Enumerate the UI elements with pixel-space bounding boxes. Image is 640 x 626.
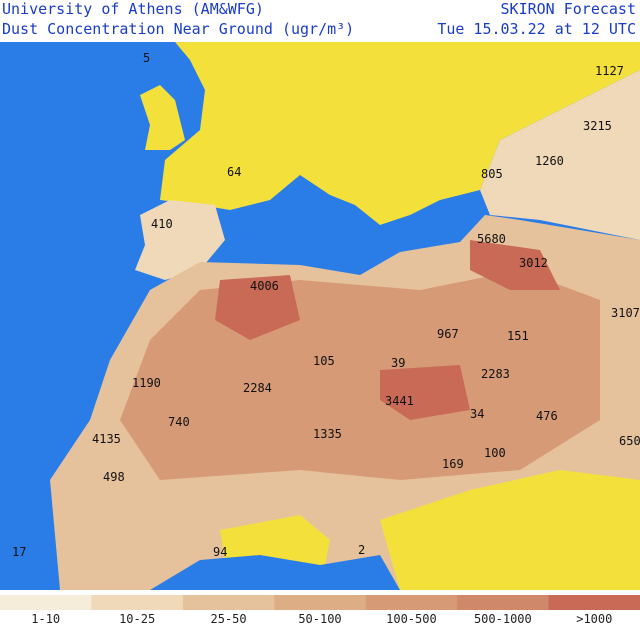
legend-label: >1000 — [576, 612, 612, 626]
value-label: 2284 — [243, 381, 272, 395]
legend: 1-10 10-25 25-50 50-100 100-500 500-1000 >1000 — [0, 595, 640, 626]
legend-swatch — [91, 595, 184, 610]
value-label: 34 — [470, 407, 484, 421]
value-label: 4135 — [92, 432, 121, 446]
value-label: 4006 — [250, 279, 279, 293]
value-label: 39 — [391, 356, 405, 370]
value-label: 967 — [437, 327, 459, 341]
legend-label: 10-25 — [119, 612, 155, 626]
legend-label: 50-100 — [298, 612, 341, 626]
europe-dust — [480, 70, 640, 240]
legend-label: 1-10 — [31, 612, 60, 626]
value-label: 64 — [227, 165, 241, 179]
legend-label: 100-500 — [386, 612, 437, 626]
value-label: 410 — [151, 217, 173, 231]
value-label: 94 — [213, 545, 227, 559]
legend-swatch — [274, 595, 367, 610]
value-label: 3215 — [583, 119, 612, 133]
uk-land — [140, 85, 185, 150]
legend-swatch — [0, 595, 92, 610]
header-subtitle: Dust Concentration Near Ground (ugr/m³) — [2, 20, 354, 38]
value-label: 169 — [442, 457, 464, 471]
value-label: 105 — [313, 354, 335, 368]
value-label: 1335 — [313, 427, 342, 441]
value-label: 476 — [536, 409, 558, 423]
south-land-2 — [380, 470, 640, 590]
dust-peak-1 — [215, 275, 300, 340]
value-label: 498 — [103, 470, 125, 484]
legend-swatch — [548, 595, 640, 610]
map — [0, 42, 640, 590]
value-label: 151 — [507, 329, 529, 343]
value-label: 1260 — [535, 154, 564, 168]
header: University of Athens (AM&WFG) Dust Conce… — [2, 0, 636, 38]
value-label: 3107 — [611, 306, 640, 320]
header-date: Tue 15.03.22 at 12 UTC — [437, 20, 636, 38]
legend-label: 25-50 — [211, 612, 247, 626]
value-label: 650 — [619, 434, 640, 448]
value-label: 17 — [12, 545, 26, 559]
value-label: 3012 — [519, 256, 548, 270]
value-label: 5680 — [477, 232, 506, 246]
value-label: 3441 — [385, 394, 414, 408]
value-label: 2 — [358, 543, 365, 557]
legend-swatch — [457, 595, 550, 610]
header-source: SKIRON Forecast — [501, 0, 636, 18]
legend-swatch — [365, 595, 458, 610]
legend-label: 500-1000 — [474, 612, 532, 626]
value-label: 740 — [168, 415, 190, 429]
dust-peak-2 — [380, 365, 470, 420]
legend-swatch — [182, 595, 275, 610]
dust-peak-3 — [470, 240, 560, 290]
iberia — [135, 200, 225, 280]
map-labels: 5 1127 3215 1260 805 64 410 5680 3012 4006 3107 967… — [12, 51, 640, 559]
value-label: 1127 — [595, 64, 624, 78]
gulf — [150, 555, 400, 590]
value-label: 2283 — [481, 367, 510, 381]
value-label: 805 — [481, 167, 503, 181]
value-label: 5 — [143, 51, 150, 65]
header-title: University of Athens (AM&WFG) — [2, 0, 264, 18]
value-label: 1190 — [132, 376, 161, 390]
value-label: 100 — [484, 446, 506, 460]
europe-land — [160, 42, 640, 225]
dust-core — [120, 270, 600, 480]
